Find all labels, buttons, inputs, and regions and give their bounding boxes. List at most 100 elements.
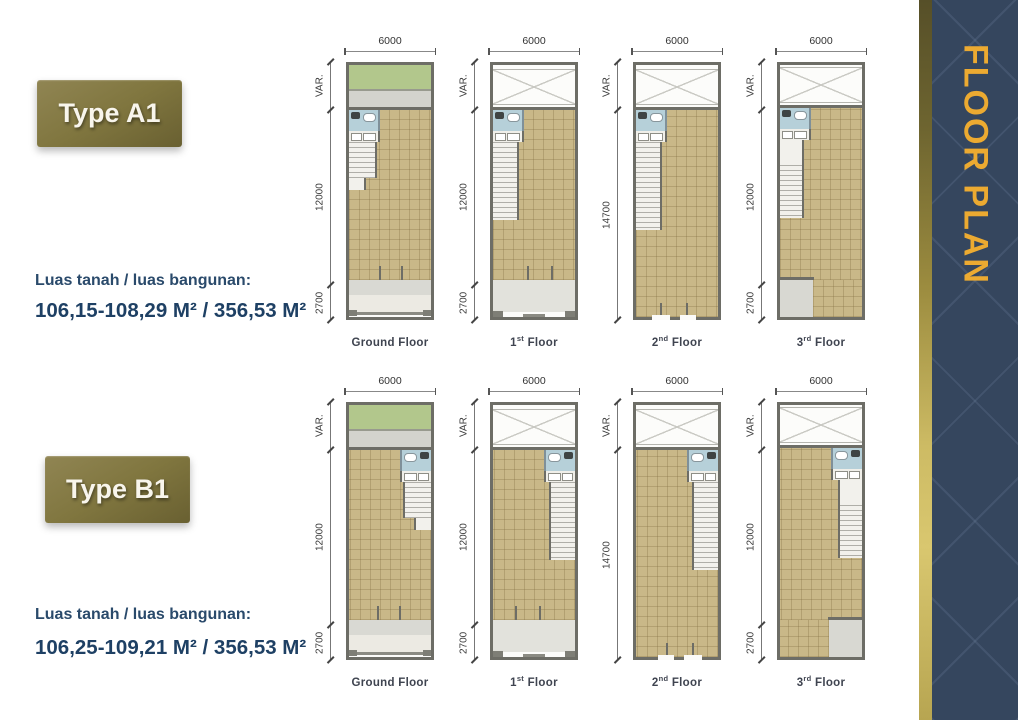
side-dimension-label: 2700 — [458, 631, 470, 654]
plan-interior — [636, 405, 718, 660]
floor-label: Ground Floor — [332, 674, 448, 689]
floor-label-suffix: Floor — [811, 336, 846, 349]
floor-plan-1-floor: 6000 VAR. 12000 2700 1st Floor — [459, 375, 580, 689]
dimension-tick — [470, 446, 479, 454]
plan-interior — [780, 405, 862, 657]
bathtub-fixture-icon — [650, 113, 663, 122]
dimension-tick — [757, 446, 766, 454]
bathtub-fixture-icon — [835, 451, 848, 460]
counter-fixture-icon — [507, 133, 520, 141]
side-dimension-label: VAR. — [745, 414, 757, 438]
door-mark — [399, 606, 401, 620]
door-mark — [527, 266, 529, 280]
dimension-tick — [631, 48, 633, 55]
banner-title: FLOOR PLAN — [956, 44, 995, 285]
gate-post — [423, 650, 431, 656]
side-dimension-line: VAR. 12000 2700 — [459, 398, 479, 664]
floor-label-ordinal: nd — [658, 334, 669, 343]
dimension-tick — [613, 656, 622, 664]
railing-post — [565, 651, 575, 657]
floor-label: 2nd Floor — [619, 334, 735, 349]
door-mark — [515, 606, 517, 620]
plan-frame — [777, 62, 865, 320]
bathtub-fixture-icon — [404, 453, 417, 462]
dimension-tick — [757, 398, 766, 406]
side-dimension-label: 12000 — [458, 523, 470, 552]
counter-fixture-icon — [794, 131, 807, 139]
floor-label: 1st Floor — [476, 674, 592, 689]
toilet-fixture-icon — [495, 112, 504, 119]
dimension-tick — [775, 48, 777, 55]
dimension-tick — [470, 398, 479, 406]
floor-label-text: Ground Floor — [351, 336, 429, 349]
bathroom-area — [349, 110, 380, 132]
door-mark — [377, 606, 379, 620]
type-a1-label: Type A1 — [58, 98, 161, 128]
dimension-tick — [344, 388, 346, 395]
door-opening — [680, 315, 696, 320]
counter-fixture-icon — [363, 133, 376, 141]
tiled-floor — [813, 280, 862, 317]
stairs-area — [493, 142, 519, 220]
stairs-area — [780, 165, 804, 218]
sink-fixture-icon — [705, 473, 716, 481]
porch-strip — [349, 91, 431, 107]
stairs-landing — [414, 518, 431, 530]
balcony-strip — [493, 620, 575, 652]
top-dimension-line — [631, 48, 723, 55]
floor-label: 1st Floor — [476, 334, 592, 349]
stairs-area — [636, 142, 662, 230]
fixtures-row — [780, 129, 811, 140]
plan-frame — [346, 402, 434, 660]
floor-plan-2-floor: 6000 VAR. 14700 2nd Floor — [602, 35, 723, 349]
gate-post — [349, 310, 357, 316]
fixtures-row — [636, 131, 667, 142]
fixtures-row — [400, 471, 431, 482]
floor-label-text: 2 — [651, 336, 659, 349]
stairs-area — [403, 482, 431, 518]
dimension-tick — [488, 48, 490, 55]
counter-fixture-icon — [835, 471, 848, 479]
plan-interior — [349, 65, 431, 317]
dimension-tick — [613, 398, 622, 406]
plan-frame — [346, 62, 434, 320]
floor-label-ordinal: st — [516, 674, 525, 683]
balcony-strip — [493, 280, 575, 312]
top-dimension-label: 6000 — [809, 375, 833, 387]
sink-fixture-icon — [782, 131, 793, 139]
void-area — [493, 69, 575, 105]
area-value-a1: 106,15-108,29 M² / 356,53 M² — [35, 299, 307, 322]
top-dimension-label: 6000 — [522, 375, 546, 387]
bathtub-fixture-icon — [548, 453, 561, 462]
fixtures-row — [493, 131, 524, 142]
dimension-tick — [434, 388, 436, 395]
floor-label-ordinal: rd — [803, 674, 812, 683]
plan-interior — [493, 65, 575, 317]
gate-bar — [357, 652, 423, 655]
area-value-b1: 106,25-109,21 M² / 356,53 M² — [35, 636, 307, 659]
top-dimension-label: 6000 — [378, 375, 402, 387]
plan-frame — [633, 402, 721, 660]
dimension-tick — [578, 48, 580, 55]
dimension-tick — [326, 621, 335, 629]
stairs-area — [549, 482, 575, 560]
floor-plan-ground-floor: 6000 VAR. 12000 2700 Ground Floor — [315, 35, 436, 349]
side-dimension-label: 12000 — [745, 523, 757, 552]
toilet-fixture-icon — [564, 452, 573, 459]
side-dimension-label: 2700 — [314, 631, 326, 654]
floor-plan-3-floor: 6000 VAR. 12000 2700 3rd Floor — [746, 375, 867, 689]
floor-plan-ground-floor: 6000 VAR. 12000 2700 Ground Floor — [315, 375, 436, 689]
counter-fixture-icon — [650, 133, 663, 141]
plan-interior — [349, 405, 431, 657]
dimension-tick — [326, 656, 335, 664]
railing-post — [493, 311, 503, 317]
dimension-tick — [344, 48, 346, 55]
floor-plan-1-floor: 6000 VAR. 12000 2700 1st Floor — [459, 35, 580, 349]
floor-label: 2nd Floor — [619, 674, 735, 689]
area-caption-b1: Luas tanah / luas bangunan: — [35, 606, 252, 623]
bathroom-area — [544, 450, 575, 472]
void-area — [780, 407, 862, 443]
side-dimension-label: VAR. — [458, 414, 470, 438]
